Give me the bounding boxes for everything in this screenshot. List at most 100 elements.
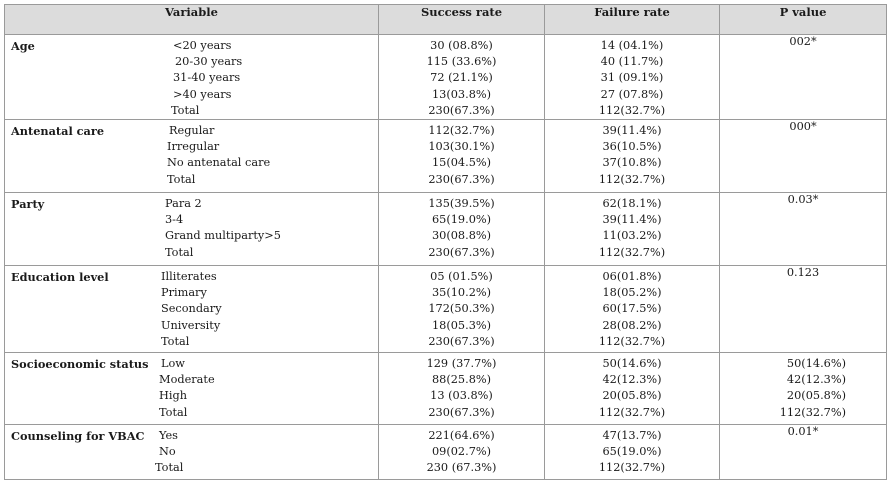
failure-value: 112(32.7%) — [598, 245, 666, 259]
category-label: University — [161, 318, 221, 332]
failure-value: 36(10.5%) — [602, 140, 662, 154]
failure-value: 112(32.7%) — [598, 334, 666, 348]
success-value: 35(10.2%) — [431, 286, 492, 300]
header-failure-rate: Failure rate — [544, 4, 720, 35]
failure-rate-cell: 50(14.6%) 42(12.3%) 20(05.8%) 112(32.7%) — [544, 351, 720, 425]
variable-name: Education level — [11, 269, 109, 284]
success-value: 230(67.3%) — [428, 245, 495, 259]
p-value: 50(14.6%) — [786, 356, 846, 370]
failure-value: 11(03.2%) — [602, 229, 662, 243]
success-value: 30 (08.8%) — [430, 39, 493, 52]
success-value: 112(32.7%) — [428, 123, 495, 137]
failure-rate-cell: 39(11.4%) 36(10.5%) 37(10.8%) 112(32.7%) — [544, 118, 720, 193]
table-row: Age <20 years 20-30 years 31-40 years >40 ye… — [4, 34, 887, 120]
category-label: High — [159, 389, 187, 403]
p-value: 112(32.7%) — [779, 405, 846, 419]
variable-cell: Party Para 2 3-4 Grand multiparty>5 Total — [4, 191, 379, 266]
category-label: 3-4 — [165, 213, 184, 227]
failure-rate-cell: 47(13.7%) 65(19.0%) 112(32.7%) — [544, 423, 720, 480]
category-label: >40 years — [173, 87, 232, 101]
failure-value: 28(08.2%) — [602, 318, 662, 332]
category-label: Total — [167, 172, 196, 186]
table-body: Age <20 years 20-30 years 31-40 years >40 ye… — [4, 34, 887, 480]
p-value-cell: 000* — [719, 118, 887, 193]
success-value: 65(19.0%) — [431, 213, 492, 227]
success-rate-cell: 129 (37.7%) 88(25.8%) 13 (03.8%) 230(67.3%) — [378, 351, 545, 425]
success-value: 135(39.5%) — [428, 196, 495, 210]
category-label: Secondary — [161, 302, 222, 316]
success-value: 88(25.8%) — [431, 373, 492, 387]
category-label: Total — [161, 334, 190, 348]
variable-name: Party — [11, 196, 45, 211]
variable-name: Socioeconomic status — [11, 356, 149, 371]
table-row: Socioeconomic status Low Moderate High Total… — [4, 351, 887, 425]
failure-value: 50(14.6%) — [602, 356, 662, 370]
variable-cell: Antenatal care Regular Irregular No antenat… — [4, 118, 379, 193]
category-label: Irregular — [167, 140, 220, 154]
category-label: Total — [159, 405, 188, 419]
category-label: Illiterates — [161, 269, 217, 283]
success-value: 13 (03.8%) — [430, 389, 493, 403]
success-rate-cell: 221(64.6%) 09(02.7%) 230 (67.3%) — [378, 423, 545, 480]
failure-value: 14 (04.1%) — [600, 39, 664, 52]
failure-value: 112(32.7%) — [598, 172, 666, 186]
variable-cell: Age <20 years 20-30 years 31-40 years >40 ye… — [4, 34, 379, 120]
variable-cell: Socioeconomic status Low Moderate High Total — [4, 351, 379, 425]
success-value: 129 (37.7%) — [426, 356, 497, 370]
category-label: Grand multiparty>5 — [165, 229, 281, 243]
table-row: Party Para 2 3-4 Grand multiparty>5 Total 135… — [4, 191, 887, 266]
success-value: 18(05.3%) — [431, 318, 492, 332]
category-label: Primary — [161, 286, 207, 300]
failure-value: 60(17.5%) — [602, 302, 662, 316]
failure-value: 31 (09.1%) — [600, 71, 664, 85]
failure-value: 27 (07.8%) — [600, 87, 664, 101]
p-value: 0.01* — [787, 424, 819, 438]
category-label: Total — [165, 245, 194, 259]
table-row: Education level Illiterates Primary Seconda… — [4, 264, 887, 353]
success-value: 230(67.3%) — [428, 103, 495, 117]
p-value: 0.123 — [786, 265, 820, 279]
category-label: <20 years — [173, 39, 232, 52]
p-value: 0.03* — [787, 192, 819, 206]
category-label: Total — [171, 103, 200, 117]
variable-name: Age — [11, 39, 35, 53]
failure-value: 47(13.7%) — [602, 428, 662, 442]
success-value: 115 (33.6%) — [426, 55, 497, 69]
category-label: No antenatal care — [167, 156, 271, 170]
success-value: 221(64.6%) — [428, 428, 495, 442]
success-rate-cell: 30 (08.8%) 115 (33.6%) 72 (21.1%) 13(03.8%)… — [378, 34, 545, 120]
failure-value: 112(32.7%) — [598, 103, 666, 117]
variable-name: Antenatal care — [11, 123, 105, 138]
results-table: Variable Success rate Failure rate P val… — [4, 4, 887, 480]
success-value: 230(67.3%) — [428, 172, 495, 186]
success-rate-cell: 05 (01.5%) 35(10.2%) 172(50.3%) 18(05.3%) 23… — [378, 264, 545, 353]
table-row: Counseling for VBAC Yes No Total 221(64.6%) 0… — [4, 423, 887, 480]
success-rate-cell: 112(32.7%) 103(30.1%) 15(04.5%) 230(67.3%) — [378, 118, 545, 193]
failure-value: 112(32.7%) — [598, 461, 666, 475]
header-variable: Variable — [4, 4, 379, 35]
failure-value: 18(05.2%) — [602, 286, 662, 300]
p-value-cell: 0.03* — [719, 191, 887, 266]
success-value: 230(67.3%) — [428, 405, 495, 419]
p-value-cell: 002* — [719, 34, 887, 120]
variable-cell: Education level Illiterates Primary Seconda… — [4, 264, 379, 353]
variable-name: Counseling for VBAC — [11, 428, 145, 443]
p-value-cell: 50(14.6%) 42(12.3%) 20(05.8%) 112(32.7%) — [719, 351, 887, 425]
p-value: 000* — [789, 119, 817, 133]
category-label: Regular — [169, 123, 215, 137]
category-label: 31-40 years — [173, 71, 241, 85]
p-value: 20(05.8%) — [786, 389, 846, 403]
category-label: Low — [161, 356, 185, 370]
success-value: 72 (21.1%) — [430, 71, 493, 85]
success-value: 05 (01.5%) — [430, 269, 493, 283]
category-label: Yes — [159, 428, 178, 442]
success-value: 230 (67.3%) — [426, 461, 497, 475]
failure-value: 06(01.8%) — [602, 269, 662, 283]
failure-rate-cell: 06(01.8%) 18(05.2%) 60(17.5%) 28(08.2%) 112(… — [544, 264, 720, 353]
category-label: 20-30 years — [175, 55, 243, 69]
failure-rate-cell: 62(18.1%) 39(11.4%) 11(03.2%) 112(32.7%) — [544, 191, 720, 266]
failure-value: 37(10.8%) — [602, 156, 662, 170]
success-rate-cell: 135(39.5%) 65(19.0%) 30(08.8%) 230(67.3%) — [378, 191, 545, 266]
failure-value: 39(11.4%) — [602, 123, 662, 137]
p-value-cell: 0.01* — [719, 423, 887, 480]
